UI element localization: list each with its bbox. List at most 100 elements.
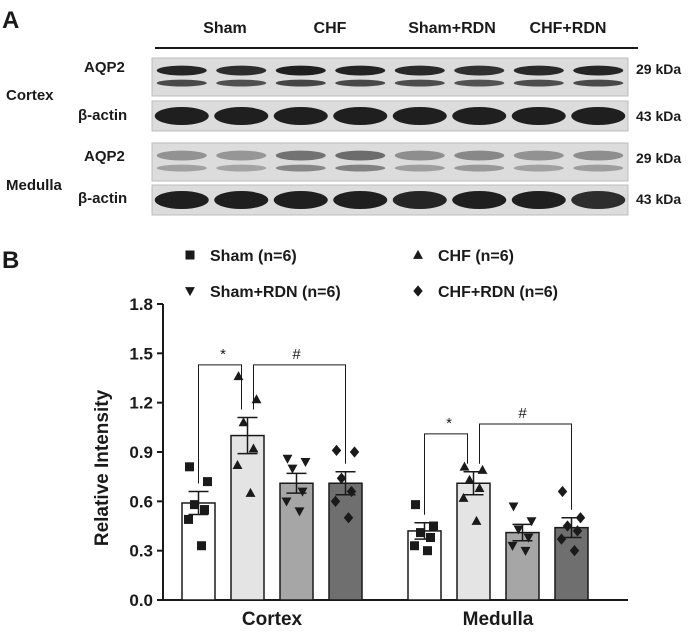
data-point: [523, 533, 534, 543]
blot-band: [335, 65, 386, 76]
data-point: [232, 459, 243, 469]
data-point: [185, 462, 194, 472]
data-point: [190, 500, 199, 510]
blot-band: [573, 150, 624, 161]
data-point: [282, 454, 293, 464]
y-tick-label: 1.2: [129, 394, 153, 413]
data-point: [426, 533, 435, 543]
blot-band: [392, 191, 447, 209]
y-tick-label: 0.9: [129, 443, 153, 462]
data-point: [410, 541, 419, 551]
blot-strip: [151, 57, 629, 97]
blot-band: [273, 107, 328, 125]
mw-label: 43 kDa: [636, 191, 681, 207]
legend-marker: [413, 249, 423, 259]
blot-band: [571, 107, 626, 125]
data-point: [575, 512, 586, 524]
blot-band: [335, 79, 386, 87]
blot-band: [156, 79, 207, 87]
y-tick-label: 0.0: [129, 591, 153, 610]
legend-marker: [185, 287, 195, 297]
blot-band: [452, 107, 507, 125]
data-point: [569, 545, 580, 557]
blot-band: [156, 65, 207, 76]
blot-band: [335, 150, 386, 161]
panel-a-label: A: [2, 7, 19, 34]
bar: [181, 502, 216, 601]
bars: [181, 434, 589, 601]
group-label: CHF+RDN: [530, 20, 607, 37]
blot-band: [573, 164, 624, 172]
y-tick-label: 0.6: [129, 492, 153, 511]
blot-band: [454, 164, 505, 172]
data-point: [331, 444, 342, 456]
protein-label: AQP2: [84, 59, 125, 76]
group-label: Sham: [203, 20, 247, 37]
data-point: [429, 521, 438, 531]
significance-bracket: [198, 364, 242, 484]
data-point: [477, 464, 488, 474]
data-point: [572, 525, 583, 537]
significance-symbol: *: [446, 415, 452, 432]
significance-bracket: [479, 423, 572, 510]
data-point: [248, 443, 259, 453]
blot-band: [214, 191, 269, 209]
blot-band: [273, 191, 328, 209]
legend-marker: [185, 250, 195, 260]
bar: [230, 434, 265, 601]
legend-label: CHF (n=6): [438, 248, 514, 265]
data-point: [184, 514, 193, 524]
blot-strips: [151, 57, 629, 216]
blot-band: [216, 65, 267, 76]
data-point: [330, 495, 341, 507]
panel-b-bar-chart: B Relative Intensity Sham (n=6) CHF (n=6)…: [2, 247, 628, 630]
group-labels: Sham CHF Sham+RDN CHF+RDN: [155, 20, 638, 49]
data-point: [459, 461, 470, 471]
protein-label: AQP2: [84, 148, 125, 165]
data-point: [416, 528, 425, 538]
data-point: [300, 458, 311, 468]
blot-band: [275, 79, 326, 87]
blot-band: [392, 107, 447, 125]
data-points: [184, 371, 586, 557]
data-point: [251, 394, 262, 404]
group-label: CHF: [314, 20, 347, 37]
row-labels: Cortex AQP2 29 kDa β-actin 43 kDa Medulla AQP2…: [6, 59, 681, 207]
blot-band: [335, 164, 386, 172]
mw-label: 29 kDa: [636, 61, 681, 77]
blot-band: [573, 79, 624, 87]
blot-band: [216, 150, 267, 161]
data-point: [245, 487, 256, 497]
x-category-label: Medulla: [463, 609, 534, 630]
data-point: [507, 541, 518, 551]
protein-label: β-actin: [78, 190, 127, 207]
blot-band: [454, 65, 505, 76]
y-tick-label: 1.5: [129, 344, 153, 363]
significance-bracket: [253, 364, 346, 464]
y-axis-title: Relative Intensity: [92, 389, 113, 546]
blot-band: [216, 164, 267, 172]
blot-band: [275, 164, 326, 172]
blot-band: [513, 65, 564, 76]
data-point: [562, 520, 573, 532]
data-point: [557, 485, 568, 498]
blot-band: [513, 164, 564, 172]
y-tick-label: 0.3: [129, 542, 153, 561]
data-point: [238, 417, 249, 427]
tissue-label: Medulla: [6, 177, 62, 194]
data-point: [294, 507, 305, 517]
blot-band: [454, 79, 505, 87]
blot-band: [333, 191, 388, 209]
data-point: [203, 477, 212, 487]
data-point: [464, 474, 475, 484]
x-category-label: Cortex: [242, 609, 303, 630]
data-point: [233, 371, 244, 381]
data-point: [197, 541, 206, 551]
panel-b-label: B: [2, 247, 19, 274]
blot-band: [156, 164, 207, 172]
blot-band: [394, 65, 445, 76]
x-category-labels: Cortex Medulla: [242, 609, 534, 630]
significance-symbol: *: [220, 346, 226, 363]
significance-symbol: #: [518, 405, 527, 422]
y-tick-label: 1.8: [129, 295, 153, 314]
